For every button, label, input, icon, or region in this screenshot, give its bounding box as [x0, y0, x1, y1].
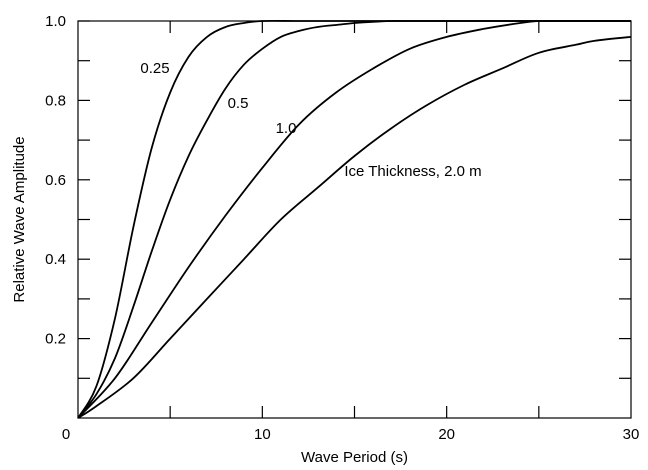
series-labels: 0.25 0.5 1.0 Ice Thickness, 2.0 m — [140, 60, 481, 180]
y-axis-ticks: 0.2 0.4 0.6 0.8 1.0 — [45, 13, 631, 379]
series-label-4: Ice Thickness, 2.0 m — [344, 163, 481, 180]
x-tick-label: 20 — [438, 426, 455, 443]
y-tick-label: 0.2 — [45, 331, 66, 348]
x-tick-label: 10 — [254, 426, 271, 443]
series-label-3: 1.0 — [276, 120, 297, 137]
series-line-4 — [77, 36, 632, 419]
series-line-3 — [77, 19, 631, 419]
series-label-2: 0.5 — [228, 95, 249, 112]
y-axis-label: Relative Wave Amplitude — [11, 136, 28, 302]
x-tick-label: 30 — [623, 426, 640, 443]
x-axis-label: Wave Period (s) — [301, 449, 408, 466]
y-tick-label: 0.6 — [45, 172, 66, 189]
series-label-1: 0.25 — [140, 60, 169, 77]
x-tick-label: 0 — [62, 426, 70, 443]
series-lines — [77, 19, 632, 419]
plot-frame — [77, 20, 632, 419]
y-tick-label: 1.0 — [45, 13, 66, 30]
y-tick-label: 0.8 — [45, 92, 66, 109]
x-axis-ticks: 0 10 20 30 — [62, 21, 640, 443]
y-tick-label: 0.4 — [45, 251, 66, 268]
